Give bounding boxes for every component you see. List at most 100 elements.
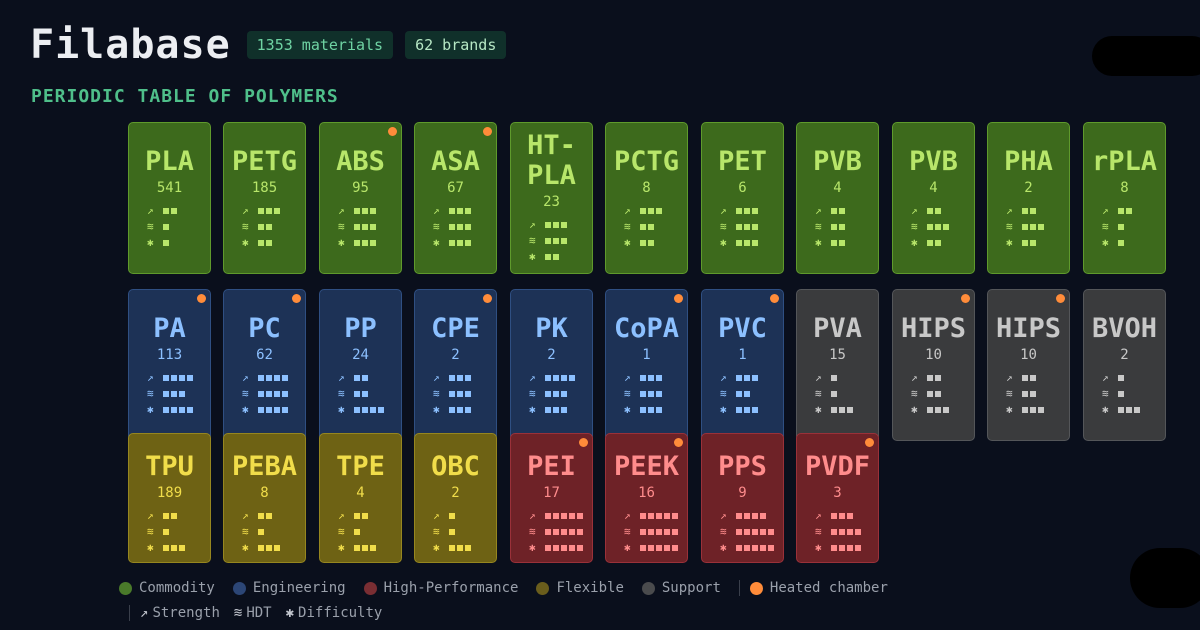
polymer-tile-htpla[interactable]: HT- PLA 23 ↗ ≋ ✱ [510, 122, 593, 274]
polymer-tile-pva[interactable]: PVA 15 ↗ ≋ ✱ [796, 289, 879, 441]
puzzle-icon: ✱ [815, 541, 822, 554]
polymer-symbol: PC [248, 313, 281, 344]
stat-square [362, 375, 368, 381]
material-count: 185 [251, 180, 278, 196]
stat-block: ↗ ≋ ✱ [911, 370, 974, 418]
polymer-tile-peba[interactable]: PEBA 8 ↗ ≋ ✱ [223, 433, 306, 563]
polymer-tile-hips[interactable]: HIPS 10 ↗ ≋ ✱ [892, 289, 975, 441]
stat-block: ↗ ≋ ✱ [624, 508, 687, 556]
stat-squares [1118, 224, 1124, 230]
stat-square [847, 529, 853, 535]
stat-row: ↗ [338, 508, 401, 524]
polymer-tile-tpu[interactable]: TPU 189 ↗ ≋ ✱ [128, 433, 211, 563]
stat-row: ↗ [338, 203, 401, 219]
stat-square [362, 224, 368, 230]
stat-squares [736, 224, 758, 230]
stat-row: ✱ [338, 540, 401, 556]
polymer-tile-pps[interactable]: PPS 9 ↗ ≋ ✱ [701, 433, 784, 563]
stat-square [274, 391, 280, 397]
stat-square [855, 545, 861, 551]
polymer-tile-asa[interactable]: ASA 67 ↗ ≋ ✱ [414, 122, 497, 274]
legend-high-performance: High-Performance [363, 580, 518, 596]
hammer-icon: ↗ [815, 371, 822, 384]
polymer-tile-pvc[interactable]: PVC 1 ↗ ≋ ✱ [701, 289, 784, 441]
polymer-tile-pha[interactable]: PHA 2 ↗ ≋ ✱ [987, 122, 1070, 274]
polymer-tile-pa[interactable]: PA 113 ↗ ≋ ✱ [128, 289, 211, 441]
stat-squares [258, 375, 288, 381]
polymer-tile-obc[interactable]: OBC 2 ↗ ≋ ✱ [414, 433, 497, 563]
stat-squares [927, 375, 941, 381]
stat-block: ↗ ≋ ✱ [529, 217, 592, 265]
stat-square [569, 545, 575, 551]
stat-row: ≋ [1102, 386, 1165, 402]
redaction-mark [1092, 36, 1200, 76]
stat-square [927, 407, 933, 413]
polymer-tile-tpe[interactable]: TPE 4 ↗ ≋ ✱ [319, 433, 402, 563]
hammer-icon: ↗ [1102, 371, 1109, 384]
stat-square [179, 407, 185, 413]
polymer-tile-pp[interactable]: PP 24 ↗ ≋ ✱ [319, 289, 402, 441]
legend-support: Support [641, 580, 721, 596]
legend-label: HDT [246, 605, 272, 621]
stat-squares [927, 391, 941, 397]
stat-square [266, 224, 272, 230]
hammer-icon: ↗ [140, 605, 149, 621]
stat-row: ✱ [624, 540, 687, 556]
stat-row: ↗ [147, 203, 210, 219]
polymer-tile-peek[interactable]: PEEK 16 ↗ ≋ ✱ [605, 433, 688, 563]
stat-squares [1022, 375, 1036, 381]
material-count: 16 [638, 485, 655, 501]
legend-label: Strength [152, 605, 220, 621]
stat-square [648, 208, 654, 214]
stat-square [768, 545, 774, 551]
polymer-tile-pctg[interactable]: PCTG 8 ↗ ≋ ✱ [605, 122, 688, 274]
stat-squares [545, 391, 567, 397]
legend-label: Commodity [139, 580, 215, 596]
polymer-tile-pet[interactable]: PET 6 ↗ ≋ ✱ [701, 122, 784, 274]
polymer-tile-abs[interactable]: ABS 95 ↗ ≋ ✱ [319, 122, 402, 274]
stat-row: ✱ [1006, 402, 1069, 418]
stat-square [640, 375, 646, 381]
stat-squares [927, 240, 941, 246]
stat-row: ≋ [338, 386, 401, 402]
polymer-tile-pc[interactable]: PC 62 ↗ ≋ ✱ [223, 289, 306, 441]
stat-squares [258, 208, 280, 214]
polymer-tile-petg[interactable]: PETG 185 ↗ ≋ ✱ [223, 122, 306, 274]
stat-square [457, 391, 463, 397]
stat-square [561, 407, 567, 413]
polymer-tile-pk[interactable]: PK 2 ↗ ≋ ✱ [510, 289, 593, 441]
polymer-tile-pla[interactable]: PLA 541 ↗ ≋ ✱ [128, 122, 211, 274]
stat-square [274, 208, 280, 214]
stat-square [362, 545, 368, 551]
stat-square [664, 529, 670, 535]
polymer-tile-copa[interactable]: CoPA 1 ↗ ≋ ✱ [605, 289, 688, 441]
stat-row: ↗ [242, 508, 305, 524]
stat-square [648, 529, 654, 535]
heat-icon: ≋ [433, 525, 440, 538]
stat-row: ↗ [624, 370, 687, 386]
polymer-tile-bvoh[interactable]: BVOH 2 ↗ ≋ ✱ [1083, 289, 1166, 441]
stat-block: ↗ ≋ ✱ [624, 203, 687, 251]
stat-square [553, 375, 559, 381]
stat-square [274, 545, 280, 551]
polymer-tile-pvdf[interactable]: PVDF 3 ↗ ≋ ✱ [796, 433, 879, 563]
polymer-tile-cpe[interactable]: CPE 2 ↗ ≋ ✱ [414, 289, 497, 441]
stat-squares [831, 224, 845, 230]
polymer-tile-pvb[interactable]: PVB 4 ↗ ≋ ✱ [892, 122, 975, 274]
hammer-icon: ↗ [720, 204, 727, 217]
stat-square [935, 391, 941, 397]
stat-square [354, 224, 360, 230]
heat-icon: ≋ [911, 220, 918, 233]
polymer-symbol: CPE [431, 313, 480, 344]
stat-square [831, 240, 837, 246]
polymer-tile-rpla[interactable]: rPLA 8 ↗ ≋ ✱ [1083, 122, 1166, 274]
polymer-tile-pvb[interactable]: PVB 4 ↗ ≋ ✱ [796, 122, 879, 274]
stat-square [648, 513, 654, 519]
polymer-tile-pei[interactable]: PEI 17 ↗ ≋ ✱ [510, 433, 593, 563]
legend-flexible: Flexible [536, 580, 624, 596]
stat-square [943, 407, 949, 413]
stat-squares [736, 513, 766, 519]
stat-square [354, 407, 360, 413]
stat-squares [1118, 375, 1124, 381]
polymer-tile-hips[interactable]: HIPS 10 ↗ ≋ ✱ [987, 289, 1070, 441]
